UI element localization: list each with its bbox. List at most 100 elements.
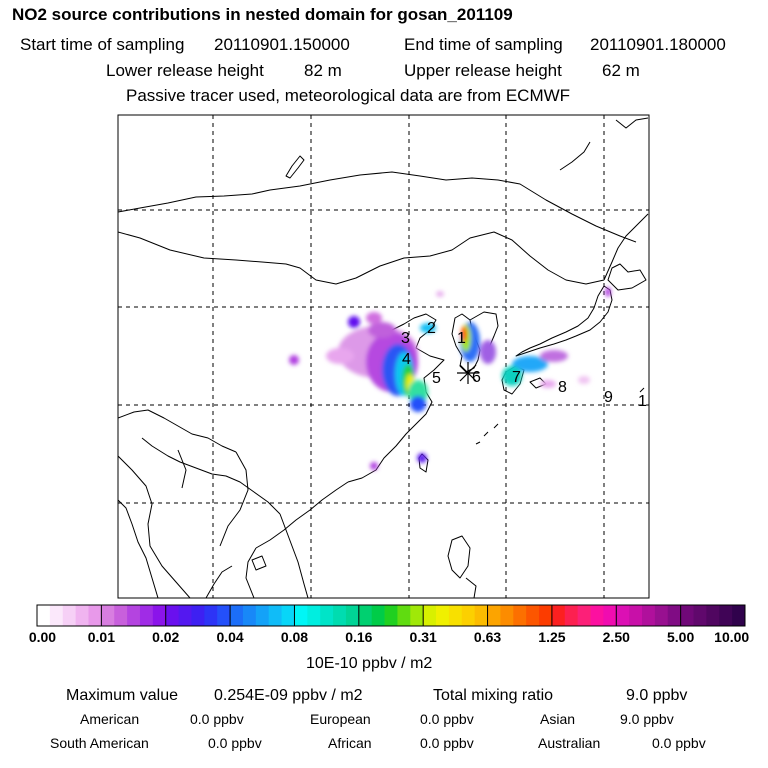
max-value: 0.254E-09 ppbv / m2 [214,687,363,704]
end-time-label: End time of sampling [404,35,563,54]
colorbar-tick-label: 0.63 [473,629,502,645]
colorbar-tick-label: 0.16 [345,629,373,645]
colorbar-cell [410,605,424,626]
region-name: American [80,711,140,727]
colorbar-cell [642,605,656,626]
colorbar-cell [114,605,128,626]
colorbar-cell [127,605,141,626]
region-value: 0.0 ppbv [652,735,706,751]
source-label: 7 [512,369,521,386]
region-name: Asian [540,711,576,727]
colorbar-cell [693,605,707,626]
tracer-note: Passive tracer used, meteorological data… [126,86,571,105]
colorbar-cell [436,605,450,626]
figure-title: NO2 source contributions in nested domai… [12,5,513,24]
colorbar-tick-label: 0.31 [409,629,437,645]
concentration-plumes [289,287,611,470]
colorbar-cell [371,605,385,626]
colorbar-cell [706,605,720,626]
region-name: European [310,711,371,727]
colorbar-cell [255,605,270,626]
colorbar-cell [397,605,411,626]
coastlines [118,117,649,598]
colorbar-cell [101,605,115,626]
lower-height-value: 82 m [304,61,342,80]
source-label: 3 [401,330,410,347]
source-label: 1 [638,393,647,410]
colorbar-cell [281,605,295,626]
source-label: 2 [427,320,436,337]
colorbar-cell [345,605,360,626]
colorbar-cell [590,605,604,626]
colorbar-cell [539,605,553,626]
colorbar-cell [165,605,179,626]
colorbar-tick-label: 2.50 [602,629,630,645]
colorbar-cell [178,605,192,626]
colorbar-cell [564,605,579,626]
colorbar-cell [577,605,591,626]
colorbar-cell [448,605,463,626]
colorbar-tick-label: 5.00 [667,629,695,645]
colorbar-tick-label: 0.04 [216,629,244,645]
colorbar-cell [667,605,682,626]
source-labels: 1 2 3 4 5 6 7 8 9 1 [401,320,647,410]
region-value: 0.0 ppbv [420,711,474,727]
colorbar-unit: 10E-10 ppbv / m2 [306,655,433,672]
colorbar-cell [294,605,308,626]
colorbar-cell [423,605,437,626]
start-time-value: 20110901.150000 [214,35,350,54]
colorbar-cell [307,605,321,626]
colorbar-cell [603,605,617,626]
source-label: 4 [402,351,411,368]
colorbar-cell [49,605,64,626]
total-mixing-value: 9.0 ppbv [626,687,688,704]
upper-height-value: 62 m [602,61,640,80]
colorbar-cell [204,605,218,626]
colorbar-cell [268,605,282,626]
colorbar-cell [551,605,566,626]
colorbar-cell [152,605,167,626]
colorbar-cell [358,605,373,626]
colorbar-cell [526,605,540,626]
colorbar-cell [191,605,205,626]
source-label: 6 [472,369,481,386]
source-label: 8 [558,379,567,396]
colorbar-cell [384,605,398,626]
region-name: African [328,735,372,751]
lower-height-label: Lower release height [106,61,264,80]
colorbar-cell [732,605,746,626]
colorbar-cell [62,605,77,626]
colorbar-cell [75,605,89,626]
colorbar-tick-label: 0.01 [87,629,115,645]
region-name: South American [50,735,149,751]
colorbar-cell [242,605,257,626]
colorbar-cell [230,605,244,626]
region-name: Australian [538,735,601,751]
region-value: 0.0 ppbv [208,735,262,751]
colorbar-cell [217,605,231,626]
colorbar-cell [680,605,694,626]
max-value-label: Maximum value [66,687,179,704]
colorbar-frame [36,604,746,627]
map-gridlines [118,115,649,598]
source-label: 9 [604,389,613,406]
colorbar-cell [500,605,514,626]
source-label: 1 [457,330,466,347]
colorbar-tick-label: 10.00 [714,629,750,645]
colorbar-cell [37,605,51,626]
colorbar-cell [139,605,154,626]
colorbar-cell [474,605,488,626]
colorbar-cells [37,605,746,626]
colorbar-cell [629,605,643,626]
colorbar-tick-label: 1.25 [538,629,566,645]
colorbar-cell [333,605,347,626]
end-time-value: 20110901.180000 [590,35,726,54]
region-value: 9.0 ppbv [620,711,674,727]
upper-height-label: Upper release height [404,61,562,80]
colorbar-tick-label: 0.02 [152,629,180,645]
region-value: 0.0 ppbv [190,711,244,727]
colorbar-cell [461,605,476,626]
